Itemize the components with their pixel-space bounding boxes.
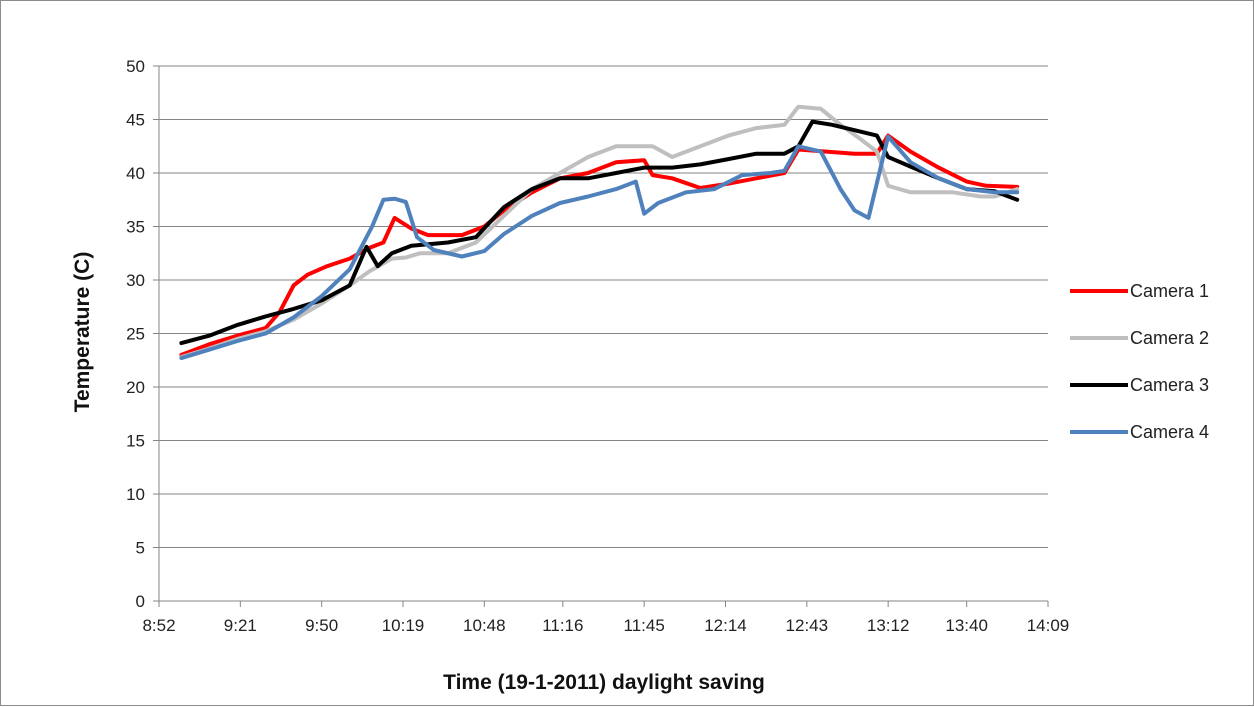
gridlines — [153, 65, 1048, 602]
y-tick-label: 50 — [126, 57, 145, 76]
x-tick-label: 10:48 — [463, 616, 506, 635]
y-axis-title: Temperature (C) — [71, 252, 94, 413]
x-tick-label: 13:40 — [945, 616, 988, 635]
x-axis-title: Time (19-1-2011) daylight saving — [443, 671, 765, 694]
legend-label-camera-1: Camera 1 — [1130, 281, 1209, 301]
x-tick-label: 11:45 — [624, 616, 665, 635]
axes — [158, 66, 1049, 607]
x-tick-label: 14:09 — [1027, 616, 1070, 635]
y-tick-label: 45 — [126, 111, 145, 130]
x-tick-label: 10:19 — [382, 616, 425, 635]
series-line-camera-4 — [179, 134, 1020, 361]
y-tick-label: 25 — [126, 325, 145, 344]
legend: Camera 1 Camera 2 Camera 3 Camera 4 — [1070, 281, 1209, 442]
x-tick-label: 13:12 — [867, 616, 910, 635]
y-tick-label: 30 — [126, 271, 145, 290]
x-tick-label: 11:16 — [542, 616, 583, 635]
series-line-camera-3 — [179, 119, 1020, 346]
x-tick-labels: 8:52 9:21 9:50 10:19 10:48 11:16 11:45 12:14 12:… — [142, 616, 1069, 635]
y-tick-label: 5 — [136, 539, 145, 558]
x-tick-label: 8:52 — [142, 616, 175, 635]
y-tick-label: 20 — [126, 378, 145, 397]
x-tick-label: 9:21 — [224, 616, 257, 635]
series-line-camera-2 — [179, 104, 1020, 359]
y-tick-label: 40 — [126, 164, 145, 183]
x-tick-label: 9:50 — [305, 616, 338, 635]
x-tick-label: 12:43 — [786, 616, 829, 635]
legend-label-camera-3: Camera 3 — [1130, 375, 1209, 395]
y-tick-label: 0 — [136, 592, 145, 611]
legend-label-camera-2: Camera 2 — [1130, 328, 1209, 348]
y-tick-label: 35 — [126, 218, 145, 237]
series-line-camera-1 — [179, 133, 1020, 357]
y-tick-label: 10 — [126, 485, 145, 504]
y-tick-label: 15 — [126, 432, 145, 451]
series-lines — [179, 104, 1020, 361]
legend-label-camera-4: Camera 4 — [1130, 422, 1209, 442]
x-tick-label: 12:14 — [704, 616, 747, 635]
y-tick-labels: 0 5 10 15 20 25 30 35 40 45 50 — [126, 57, 145, 611]
